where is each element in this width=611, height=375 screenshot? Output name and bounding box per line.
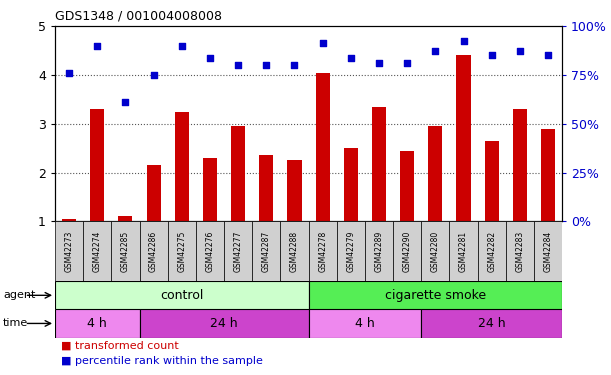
- Text: GSM42273: GSM42273: [65, 231, 73, 272]
- Point: [346, 55, 356, 61]
- Text: GSM42289: GSM42289: [375, 231, 384, 272]
- Bar: [62, 219, 76, 221]
- Bar: [175, 112, 189, 221]
- Bar: [203, 158, 217, 221]
- Text: GSM42285: GSM42285: [121, 231, 130, 272]
- Point: [120, 99, 130, 105]
- Bar: [55, 281, 309, 309]
- Bar: [316, 73, 330, 221]
- Bar: [139, 309, 309, 338]
- Text: ■ percentile rank within the sample: ■ percentile rank within the sample: [61, 356, 263, 366]
- Bar: [309, 281, 562, 309]
- Text: GSM42282: GSM42282: [487, 231, 496, 272]
- Bar: [224, 221, 252, 281]
- Bar: [252, 221, 280, 281]
- Point: [430, 48, 440, 54]
- Bar: [111, 221, 139, 281]
- Bar: [393, 221, 421, 281]
- Point: [402, 60, 412, 66]
- Point: [64, 70, 74, 76]
- Point: [205, 55, 215, 61]
- Text: GSM42286: GSM42286: [149, 231, 158, 272]
- Bar: [309, 221, 337, 281]
- Text: control: control: [160, 289, 203, 302]
- Text: GDS1348 / 001004008008: GDS1348 / 001004008008: [55, 9, 222, 22]
- Text: ■ transformed count: ■ transformed count: [61, 340, 179, 351]
- Bar: [478, 221, 506, 281]
- Bar: [309, 309, 421, 338]
- Text: GSM42287: GSM42287: [262, 231, 271, 272]
- Text: GSM42281: GSM42281: [459, 231, 468, 272]
- Bar: [196, 221, 224, 281]
- Bar: [421, 221, 450, 281]
- Point: [290, 62, 299, 68]
- Bar: [231, 126, 245, 221]
- Text: 4 h: 4 h: [87, 317, 107, 330]
- Bar: [55, 221, 83, 281]
- Point: [487, 53, 497, 58]
- Point: [233, 62, 243, 68]
- Text: time: time: [3, 318, 28, 328]
- Bar: [485, 141, 499, 221]
- Point: [177, 43, 187, 49]
- Text: GSM42290: GSM42290: [403, 231, 412, 272]
- Text: GSM42280: GSM42280: [431, 231, 440, 272]
- Point: [92, 43, 102, 49]
- Bar: [541, 129, 555, 221]
- Text: GSM42278: GSM42278: [318, 231, 327, 272]
- Point: [515, 48, 525, 54]
- Text: GSM42283: GSM42283: [515, 231, 524, 272]
- Text: GSM42288: GSM42288: [290, 231, 299, 272]
- Text: 24 h: 24 h: [478, 317, 505, 330]
- Bar: [450, 221, 478, 281]
- Bar: [344, 148, 358, 221]
- Text: GSM42277: GSM42277: [233, 231, 243, 272]
- Point: [374, 60, 384, 66]
- Bar: [90, 109, 104, 221]
- Bar: [119, 216, 133, 221]
- Bar: [421, 309, 562, 338]
- Bar: [83, 221, 111, 281]
- Text: GSM42284: GSM42284: [544, 231, 552, 272]
- Point: [459, 38, 469, 44]
- Bar: [55, 309, 139, 338]
- Text: agent: agent: [3, 290, 35, 300]
- Bar: [139, 221, 167, 281]
- Text: 24 h: 24 h: [210, 317, 238, 330]
- Text: cigarette smoke: cigarette smoke: [385, 289, 486, 302]
- Text: GSM42276: GSM42276: [205, 231, 214, 272]
- Bar: [287, 160, 301, 221]
- Bar: [506, 221, 534, 281]
- Bar: [513, 109, 527, 221]
- Point: [262, 62, 271, 68]
- Text: GSM42275: GSM42275: [177, 231, 186, 272]
- Bar: [259, 155, 273, 221]
- Bar: [400, 150, 414, 221]
- Bar: [372, 106, 386, 221]
- Bar: [337, 221, 365, 281]
- Bar: [365, 221, 393, 281]
- Bar: [534, 221, 562, 281]
- Text: GSM42279: GSM42279: [346, 231, 356, 272]
- Bar: [456, 56, 470, 221]
- Bar: [147, 165, 161, 221]
- Bar: [428, 126, 442, 221]
- Point: [543, 53, 553, 58]
- Text: GSM42274: GSM42274: [93, 231, 102, 272]
- Bar: [280, 221, 309, 281]
- Point: [318, 40, 327, 46]
- Text: 4 h: 4 h: [355, 317, 375, 330]
- Bar: [167, 221, 196, 281]
- Point: [148, 72, 158, 78]
